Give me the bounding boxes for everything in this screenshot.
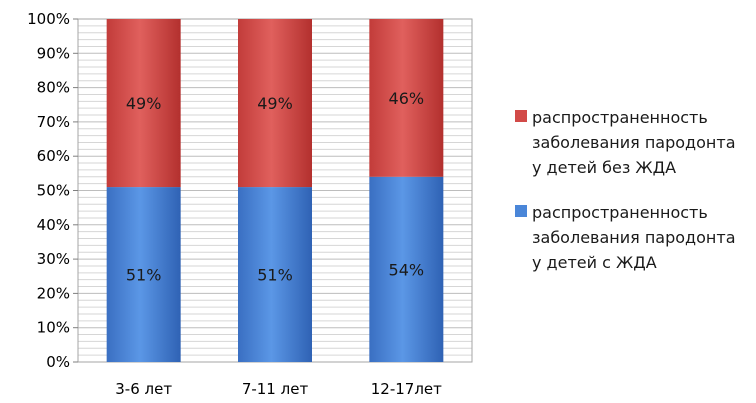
legend: распространенность заболевания пародонта у…: [515, 108, 736, 272]
legend-swatch: [515, 110, 527, 122]
legend-swatch: [515, 205, 527, 217]
x-axis-labels: 3-6 лет 7-11 лет 12-17лет: [115, 380, 442, 398]
x-tick-label: 3-6 лет: [115, 380, 172, 398]
y-tick-label: 20%: [37, 284, 70, 302]
y-axis-ticks: 0% 10% 20% 30% 40% 50% 60% 70% 80% 90% 100%: [27, 10, 78, 371]
x-tick-label: 12-17лет: [371, 380, 442, 398]
bar-segment: [369, 19, 444, 177]
y-tick-label: 80%: [37, 79, 70, 97]
data-label: 49%: [257, 94, 293, 113]
y-tick-label: 100%: [27, 10, 70, 28]
bar-segment: [238, 187, 312, 362]
legend-label: распространенность заболевания пародонта у…: [532, 203, 736, 272]
bars: 51% 49% 51% 49% 54% 46%: [106, 19, 444, 362]
data-label: 54%: [389, 260, 425, 279]
data-label: 51%: [126, 266, 162, 285]
y-tick-label: 70%: [37, 113, 70, 131]
data-label: 51%: [257, 266, 293, 285]
x-tick-label: 7-11 лет: [242, 380, 309, 398]
y-tick-label: 40%: [37, 216, 70, 234]
y-tick-label: 30%: [37, 250, 70, 268]
bar-segment: [106, 187, 181, 362]
y-tick-label: 90%: [37, 44, 70, 62]
data-label: 49%: [126, 94, 162, 113]
y-tick-label: 0%: [46, 353, 70, 371]
legend-label: распространенность заболевания пародонта у…: [532, 108, 736, 177]
y-tick-label: 10%: [37, 319, 70, 337]
y-tick-label: 60%: [37, 147, 70, 165]
bar-segment: [238, 19, 312, 188]
data-label: 46%: [389, 89, 425, 108]
y-tick-label: 50%: [37, 182, 70, 200]
bar-segment: [369, 176, 444, 362]
bar-segment: [106, 19, 181, 188]
